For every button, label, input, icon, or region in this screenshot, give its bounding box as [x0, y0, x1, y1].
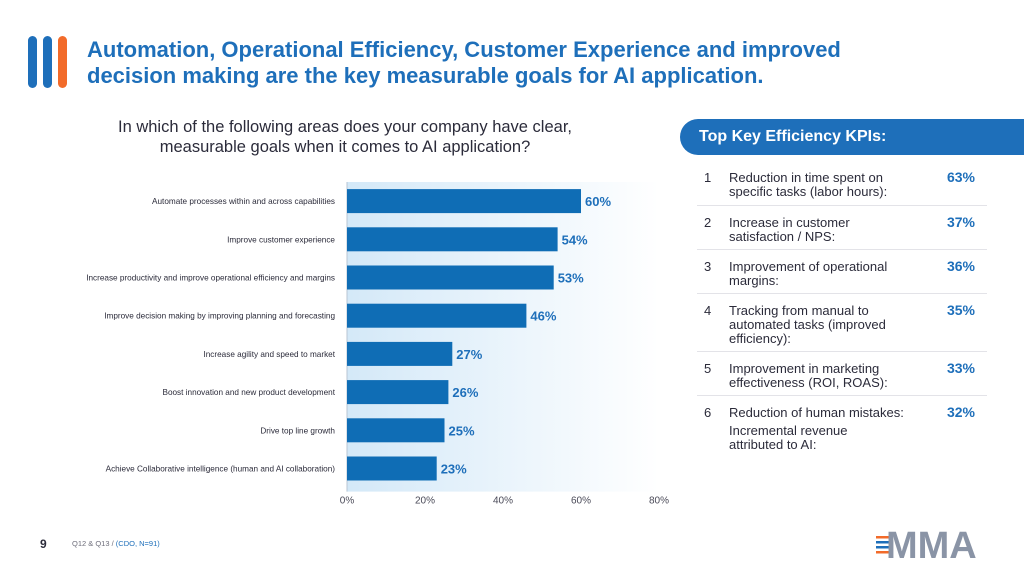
x-tick-label: 0% [340, 496, 355, 507]
page-title-line-1: Automation, Operational Efficiency, Cust… [87, 37, 841, 62]
kpi-percent: 33% [946, 360, 975, 376]
kpi-text: Improvement in marketing effectiveness (… [729, 362, 929, 390]
kpi-text-line: Increase in customer [729, 215, 850, 230]
x-tick-label: 40% [493, 496, 513, 507]
kpi-text: Tracking from manual to automated tasks … [729, 304, 929, 346]
kpi-percent: 37% [946, 214, 975, 230]
page-title-line-2: decision making are the key measurable g… [87, 63, 764, 88]
kpi-header: Top Key Efficiency KPIs: [680, 119, 1024, 155]
kpi-text: Improvement of operational margins: [729, 260, 929, 288]
x-tick-label: 20% [415, 496, 435, 507]
category-label: Drive top line growth [260, 426, 335, 435]
category-label: Improve customer experience [227, 235, 335, 244]
kpi-text-line: specific tasks (labor hours): [729, 184, 888, 199]
kpi-extra-line: attributed to AI: [729, 437, 817, 452]
kpi-item-5: 5 Improvement in marketing effectiveness… [697, 352, 987, 396]
mma-logo-text: MMA [886, 525, 977, 562]
blue-bar-icon [43, 36, 52, 88]
blue-bar-icon [28, 36, 37, 88]
kpi-text-line: efficiency): [729, 331, 791, 346]
title-bars-icon [28, 36, 72, 88]
kpi-text-line: satisfaction / NPS: [729, 229, 836, 244]
kpi-item-1: 1 Reduction in time spent on specific ta… [697, 166, 987, 206]
kpi-text-line: Improvement of operational [729, 259, 888, 274]
kpi-number: 6 [704, 405, 712, 420]
x-tick-label: 80% [649, 496, 669, 507]
kpi-item-3: 3 Improvement of operational margins: 36… [697, 250, 987, 294]
page-title: Automation, Operational Efficiency, Cust… [87, 37, 987, 89]
bar [347, 380, 449, 405]
kpi-number: 2 [704, 215, 712, 230]
bar [347, 189, 581, 214]
kpi-item-2: 2 Increase in customer satisfaction / NP… [697, 206, 987, 250]
category-label: Boost innovation and new product develop… [162, 388, 335, 397]
kpi-number: 1 [704, 170, 712, 185]
bar [347, 418, 445, 443]
kpi-text: Increase in customer satisfaction / NPS: [729, 216, 929, 244]
kpi-text-line: automated tasks (improved [729, 317, 886, 332]
chart-question-line-1: In which of the following areas does you… [117, 118, 572, 136]
kpi-text-line: effectiveness (ROI, ROAS): [729, 375, 888, 390]
category-label: Automate processes within and across cap… [152, 197, 335, 206]
kpi-text-line: Reduction of human mistakes: [729, 405, 904, 420]
kpi-percent: 36% [946, 258, 975, 274]
value-label: 26% [452, 385, 478, 400]
source-sample: (CDO, N=91) [115, 539, 160, 548]
value-label: 23% [441, 462, 467, 477]
bar [347, 303, 527, 328]
kpi-item-4: 4 Tracking from manual to automated task… [697, 294, 987, 352]
value-label: 60% [585, 194, 611, 209]
orange-bar-icon [58, 36, 67, 88]
source-prefix: Q12 & Q13 / [72, 539, 116, 548]
kpi-text: Reduction of human mistakes: [729, 406, 944, 420]
kpi-number: 5 [704, 361, 712, 376]
value-label: 25% [449, 423, 475, 438]
value-label: 46% [530, 309, 556, 324]
source-note: Q12 & Q13 / (CDO, N=91) [72, 539, 160, 548]
kpi-text: Reduction in time spent on specific task… [729, 171, 929, 199]
kpi-percent: 63% [946, 169, 975, 185]
value-label: 54% [562, 232, 588, 247]
page-number: 9 [40, 537, 47, 551]
bar [347, 265, 554, 290]
kpi-percent: 35% [946, 302, 975, 318]
category-label: Achieve Collaborative intelligence (huma… [106, 465, 336, 474]
category-label: Improve decision making by improving pla… [104, 312, 335, 321]
kpi-list: 1 Reduction in time spent on specific ta… [697, 166, 987, 424]
kpi-percent: 32% [946, 404, 975, 420]
category-label: Increase productivity and improve operat… [86, 274, 335, 283]
goals-bar-chart: Automate processes within and across cap… [86, 182, 669, 507]
kpi-number: 3 [704, 259, 712, 274]
bar [347, 456, 437, 481]
value-label: 53% [558, 271, 584, 286]
chart-question: In which of the following areas does you… [40, 117, 650, 157]
kpi-text-line: Tracking from manual to [729, 303, 869, 318]
chart-question-line-2: measurable goals when it comes to AI app… [159, 138, 531, 156]
bar [347, 341, 453, 366]
value-label: 27% [456, 347, 482, 362]
kpi-text-line: Improvement in marketing [729, 361, 880, 376]
bar [347, 227, 558, 252]
kpi-text-line: margins: [729, 273, 779, 288]
kpi-extra-line: Incremental revenue [729, 423, 848, 438]
kpi-item-6: 6 Reduction of human mistakes: 32% [697, 396, 987, 424]
category-label: Increase agility and speed to market [203, 350, 335, 359]
x-tick-label: 60% [571, 496, 591, 507]
kpi-number: 4 [704, 303, 712, 318]
mma-logo-icon: MMA [876, 525, 977, 562]
kpi-text-line: Reduction in time spent on [729, 170, 883, 185]
kpi-extra-text: Incremental revenue attributed to AI: [729, 424, 929, 452]
